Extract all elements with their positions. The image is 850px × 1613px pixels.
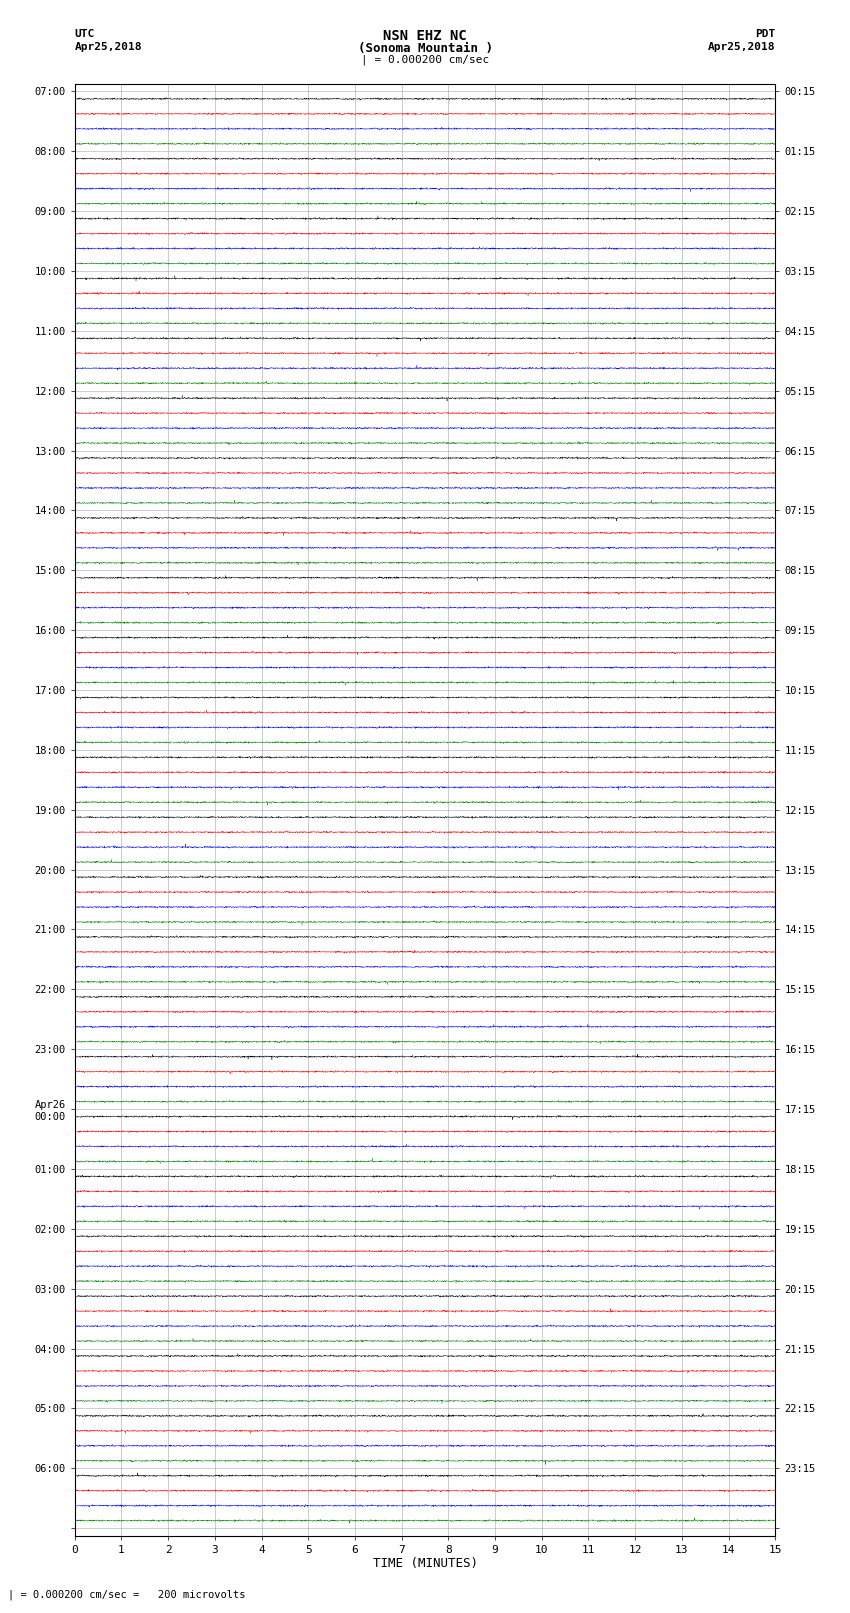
Text: | = 0.000200 cm/sec: | = 0.000200 cm/sec xyxy=(361,55,489,66)
Text: NSN EHZ NC: NSN EHZ NC xyxy=(383,29,467,44)
Text: (Sonoma Mountain ): (Sonoma Mountain ) xyxy=(358,42,492,55)
Text: | = 0.000200 cm/sec =   200 microvolts: | = 0.000200 cm/sec = 200 microvolts xyxy=(8,1589,246,1600)
Text: Apr25,2018: Apr25,2018 xyxy=(75,42,142,52)
Text: UTC: UTC xyxy=(75,29,95,39)
Text: PDT: PDT xyxy=(755,29,775,39)
Text: Apr25,2018: Apr25,2018 xyxy=(708,42,775,52)
X-axis label: TIME (MINUTES): TIME (MINUTES) xyxy=(372,1558,478,1571)
